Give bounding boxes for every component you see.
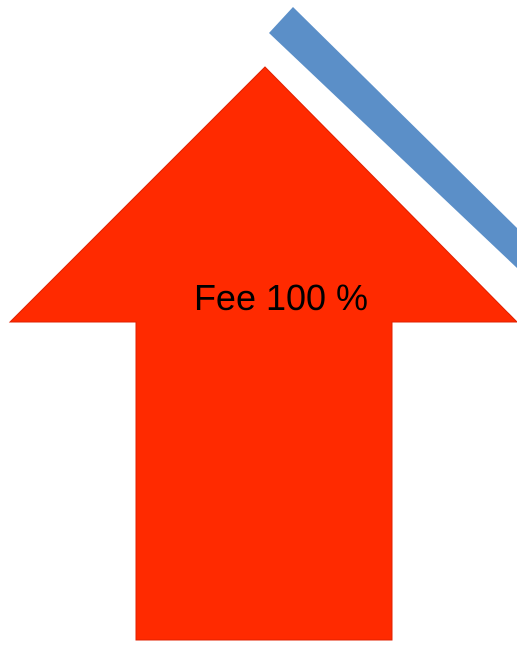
blue-bar <box>269 7 517 268</box>
red-arrow <box>8 66 517 641</box>
arrow-label: Fee 100 % <box>194 277 368 318</box>
